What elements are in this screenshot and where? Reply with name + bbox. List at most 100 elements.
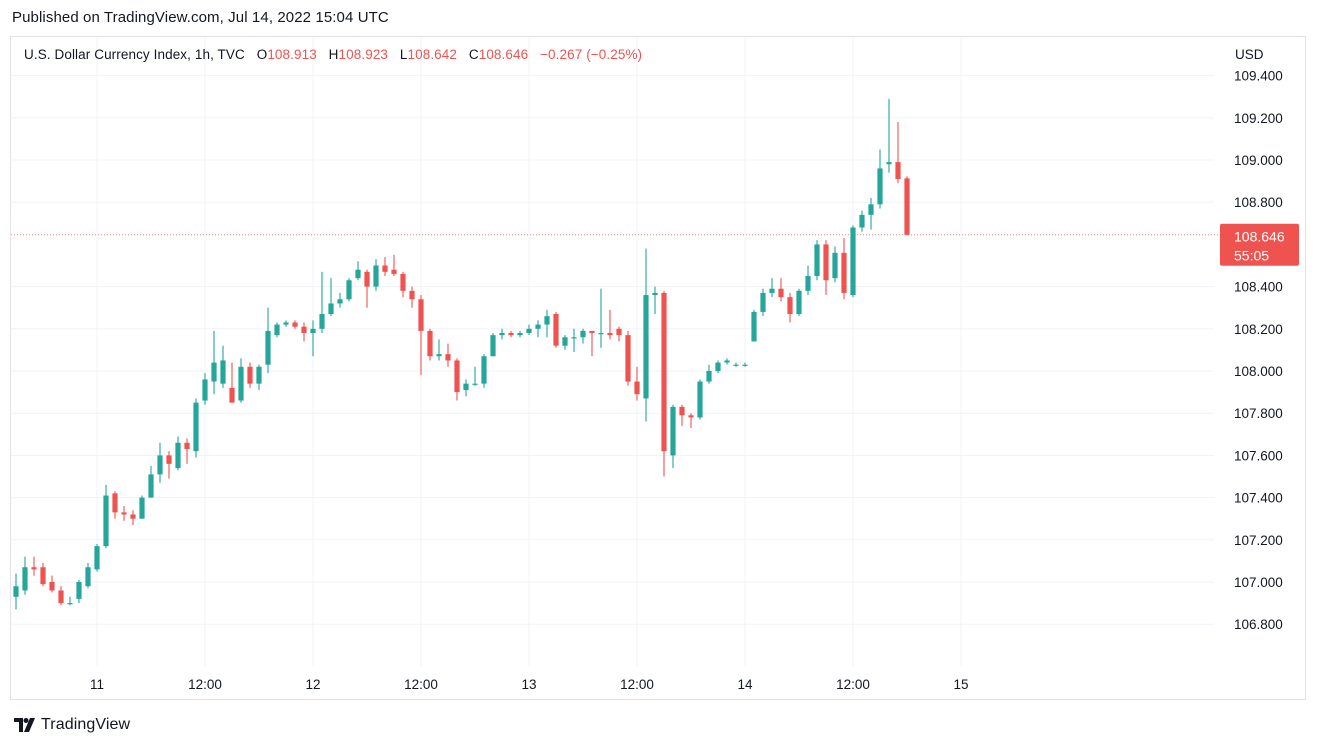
candle bbox=[760, 288, 766, 317]
candle-body bbox=[517, 333, 523, 336]
candle bbox=[256, 364, 262, 390]
candle bbox=[715, 360, 721, 374]
candle-body bbox=[346, 280, 352, 300]
candle bbox=[661, 290, 667, 477]
candle-body bbox=[814, 244, 820, 277]
candle-body bbox=[760, 292, 766, 312]
candle bbox=[769, 278, 775, 298]
candle-body bbox=[490, 335, 496, 357]
x-tick-label: 14 bbox=[737, 677, 753, 692]
candle-body bbox=[499, 333, 505, 336]
chart-frame[interactable] bbox=[10, 36, 1306, 700]
candle-body bbox=[706, 371, 712, 382]
countdown-label: 55:05 bbox=[1234, 248, 1269, 264]
candle bbox=[787, 292, 793, 323]
candle-body bbox=[679, 406, 685, 416]
candle bbox=[859, 210, 865, 232]
candle bbox=[580, 328, 586, 344]
y-tick-label: 107.000 bbox=[1234, 575, 1283, 590]
x-tick-label: 12:00 bbox=[404, 677, 438, 692]
candle bbox=[724, 358, 730, 365]
candle-body bbox=[769, 288, 775, 293]
close-value: 108.646 bbox=[478, 47, 529, 62]
candle bbox=[40, 563, 46, 587]
candle-body bbox=[139, 497, 145, 519]
high-label: H bbox=[328, 47, 339, 62]
candle bbox=[571, 328, 577, 353]
high-value: 108.923 bbox=[338, 47, 389, 62]
candle-body bbox=[256, 366, 262, 384]
candle-body bbox=[832, 252, 838, 279]
candle-body bbox=[508, 333, 514, 336]
candle bbox=[238, 358, 244, 403]
candle-body bbox=[391, 269, 397, 274]
candle bbox=[166, 451, 172, 479]
candle-body bbox=[697, 381, 703, 418]
candle bbox=[733, 362, 739, 367]
candle bbox=[49, 575, 55, 593]
candle bbox=[400, 271, 406, 298]
candle bbox=[76, 579, 82, 604]
candle-body bbox=[904, 178, 910, 235]
symbol-label: U.S. Dollar Currency Index, 1h, TVC bbox=[24, 47, 245, 62]
footer: TradingView bbox=[14, 716, 130, 734]
candle bbox=[472, 366, 478, 386]
candle-body bbox=[616, 328, 622, 336]
candles bbox=[13, 98, 910, 610]
close-label: C bbox=[468, 47, 479, 62]
candle bbox=[904, 176, 910, 236]
candle-body bbox=[859, 214, 865, 228]
candle bbox=[805, 265, 811, 296]
candle-body bbox=[688, 415, 694, 418]
candle bbox=[202, 373, 208, 405]
candle-body bbox=[850, 227, 856, 296]
candle-body bbox=[409, 290, 415, 300]
candle bbox=[751, 309, 757, 342]
candle-body bbox=[400, 273, 406, 291]
candle-body bbox=[112, 493, 118, 513]
candle-body bbox=[328, 303, 334, 315]
candle bbox=[139, 495, 145, 519]
candle-body bbox=[544, 316, 550, 325]
candle-body bbox=[841, 252, 847, 293]
candle bbox=[607, 309, 613, 340]
candle bbox=[292, 320, 298, 329]
candle bbox=[895, 122, 901, 184]
candle-body bbox=[31, 567, 37, 570]
last-price-badge-bg bbox=[1220, 223, 1299, 266]
candle bbox=[409, 286, 415, 308]
candle bbox=[706, 364, 712, 384]
candle bbox=[391, 254, 397, 277]
candle bbox=[175, 436, 181, 471]
candle bbox=[868, 197, 874, 230]
candle-body bbox=[85, 567, 91, 587]
candle bbox=[283, 320, 289, 327]
low-label: L bbox=[399, 47, 408, 62]
candle bbox=[670, 404, 676, 469]
candle-body bbox=[301, 326, 307, 334]
y-tick-label: 109.200 bbox=[1234, 111, 1283, 126]
candle bbox=[553, 311, 559, 348]
candle-body bbox=[733, 364, 739, 366]
candle-body bbox=[607, 333, 613, 336]
candle bbox=[526, 324, 532, 336]
tradingview-brand: TradingView bbox=[41, 716, 131, 733]
candle bbox=[13, 573, 19, 610]
candle bbox=[544, 309, 550, 338]
candle-body bbox=[193, 402, 199, 452]
candle bbox=[130, 510, 136, 526]
candle bbox=[652, 286, 658, 315]
candle bbox=[58, 586, 64, 606]
candle bbox=[220, 345, 226, 388]
candle-body bbox=[418, 299, 424, 331]
candle-body bbox=[229, 387, 235, 403]
y-tick-label: 109.400 bbox=[1234, 69, 1283, 84]
candle-body bbox=[751, 311, 757, 342]
candle-body bbox=[445, 354, 451, 361]
candle bbox=[85, 563, 91, 589]
candle bbox=[346, 278, 352, 302]
candle-body bbox=[175, 442, 181, 469]
candle-body bbox=[103, 495, 109, 547]
candle bbox=[517, 330, 523, 338]
